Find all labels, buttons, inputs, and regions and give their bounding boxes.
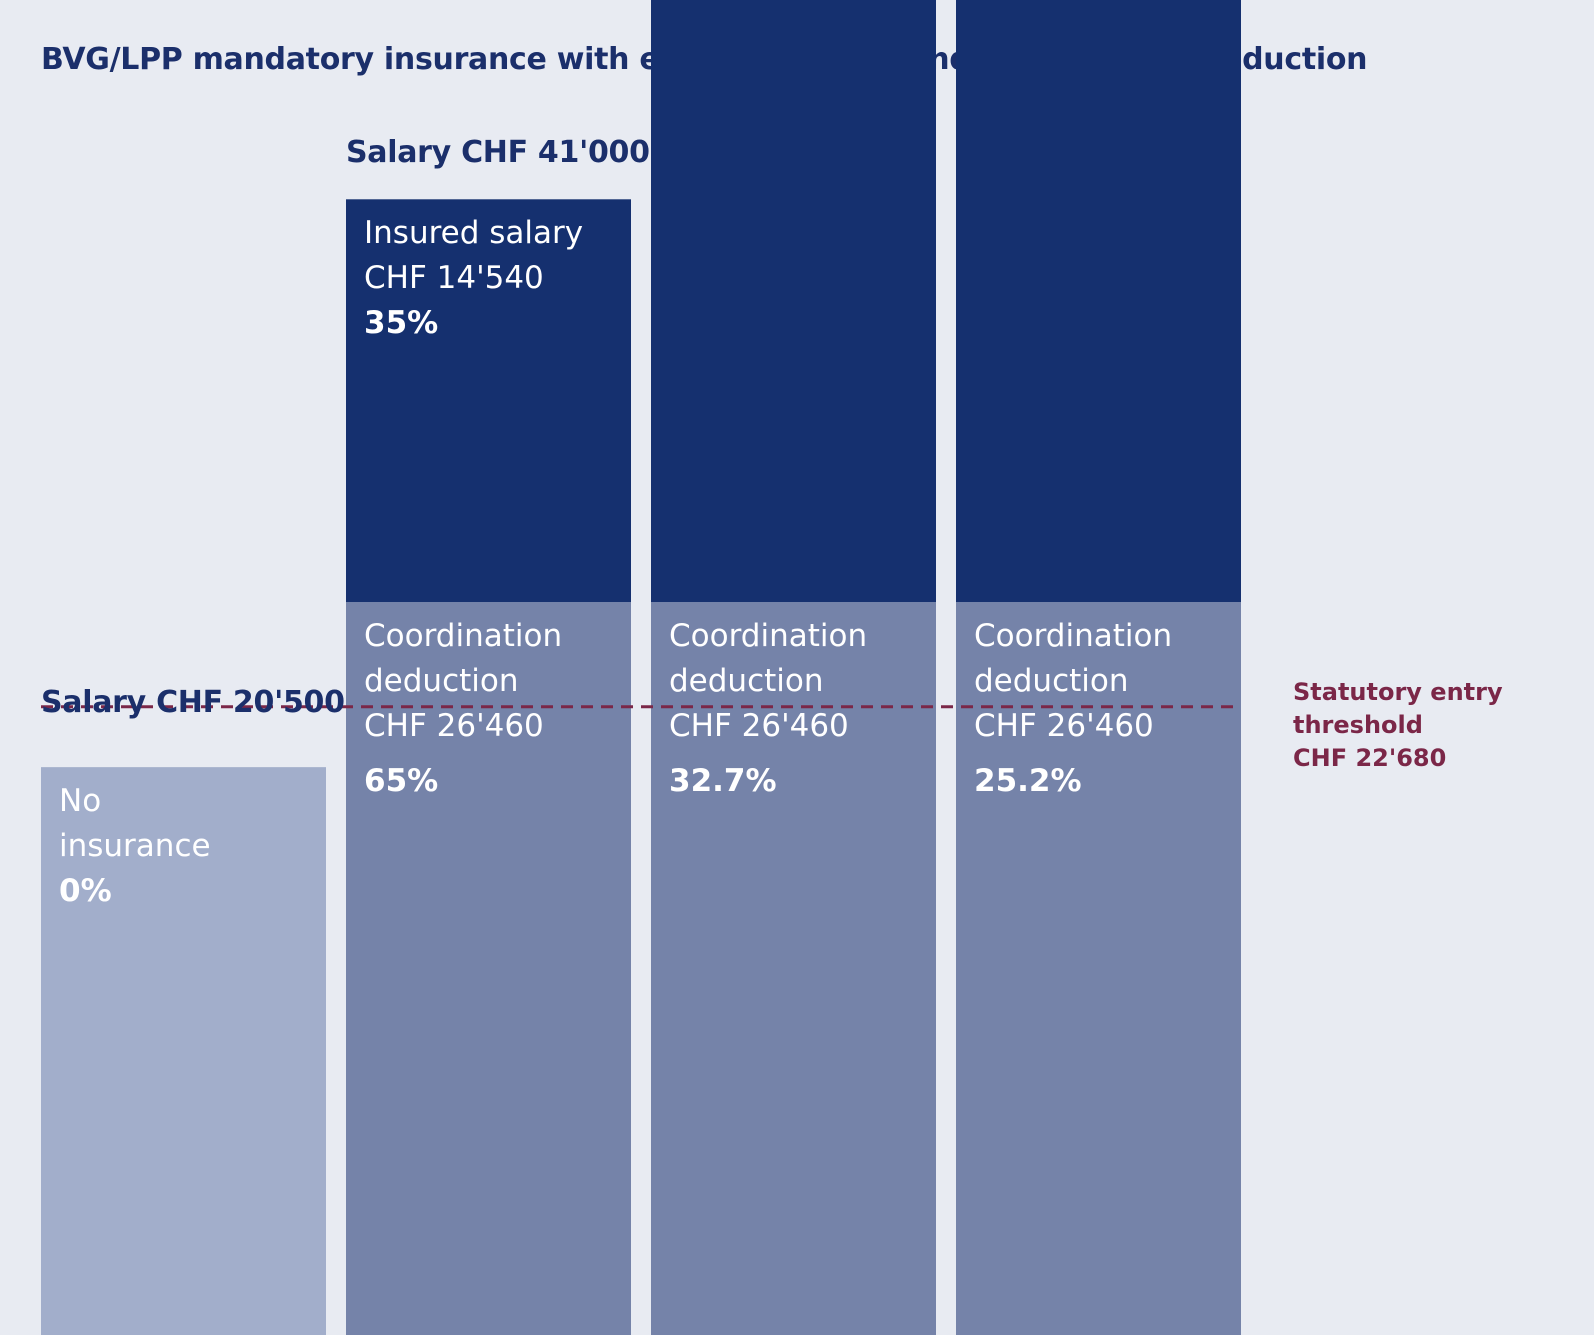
segment-percentage: 25.2% bbox=[974, 763, 1082, 800]
bar-segment-coordination-deduction-2 bbox=[346, 602, 631, 1335]
reference-label-line: Statutory entry bbox=[1293, 677, 1503, 706]
segment-text-line: CHF 26'460 bbox=[669, 708, 849, 745]
segment-percentage: 32.7% bbox=[669, 763, 777, 800]
bar-segment-coordination-deduction-4 bbox=[956, 602, 1241, 1335]
bar-category-label-1: Salary CHF 20'500 bbox=[41, 685, 345, 721]
reference-label-statutory-entry-threshold: Statutory entry threshold CHF 22'680 bbox=[1293, 676, 1503, 775]
segment-label-coordination-deduction-2: Coordination deduction CHF 26'460 65% bbox=[364, 614, 562, 804]
segment-text-line: Coordination bbox=[669, 618, 868, 655]
segment-label-insured-salary-2: Insured salary CHF 14'540 35% bbox=[364, 211, 583, 346]
bar-segment-coordination-deduction-3 bbox=[651, 602, 936, 1335]
bar-segment-insured-salary-2 bbox=[346, 199, 631, 603]
segment-percentage: 65% bbox=[364, 763, 439, 800]
reference-label-line: threshold bbox=[1293, 710, 1423, 739]
segment-percentage: 0% bbox=[59, 873, 112, 910]
segment-text-line: Coordination bbox=[974, 618, 1173, 655]
segment-label-no-insurance-1: No insurance 0% bbox=[59, 779, 211, 914]
segment-text-line: CHF 26'460 bbox=[974, 708, 1154, 745]
segment-text-line: Insured salary bbox=[364, 215, 584, 252]
segment-text-line: CHF 14'540 bbox=[364, 260, 544, 297]
segment-text-line: Coordination bbox=[364, 618, 563, 655]
segment-text-line: No bbox=[59, 783, 102, 820]
reference-label-line: CHF 22'680 bbox=[1293, 743, 1447, 772]
segment-label-coordination-deduction-4: Coordination deduction CHF 26'460 25.2% bbox=[974, 614, 1172, 804]
segment-text-line: insurance bbox=[59, 828, 211, 865]
segment-text-line: deduction bbox=[364, 663, 519, 700]
bar-category-label-2: Salary CHF 41'000 bbox=[346, 135, 650, 171]
bar-segment-insured-salary-4 bbox=[956, 0, 1241, 603]
segment-text-line: deduction bbox=[669, 663, 824, 700]
segment-percentage: 35% bbox=[364, 305, 439, 342]
segment-text-line: deduction bbox=[974, 663, 1129, 700]
segment-text-line: CHF 26'460 bbox=[364, 708, 544, 745]
bar-segment-no-insurance-1 bbox=[41, 767, 326, 1335]
bar-segment-insured-salary-3 bbox=[651, 0, 936, 603]
segment-label-coordination-deduction-3: Coordination deduction CHF 26'460 32.7% bbox=[669, 614, 867, 804]
